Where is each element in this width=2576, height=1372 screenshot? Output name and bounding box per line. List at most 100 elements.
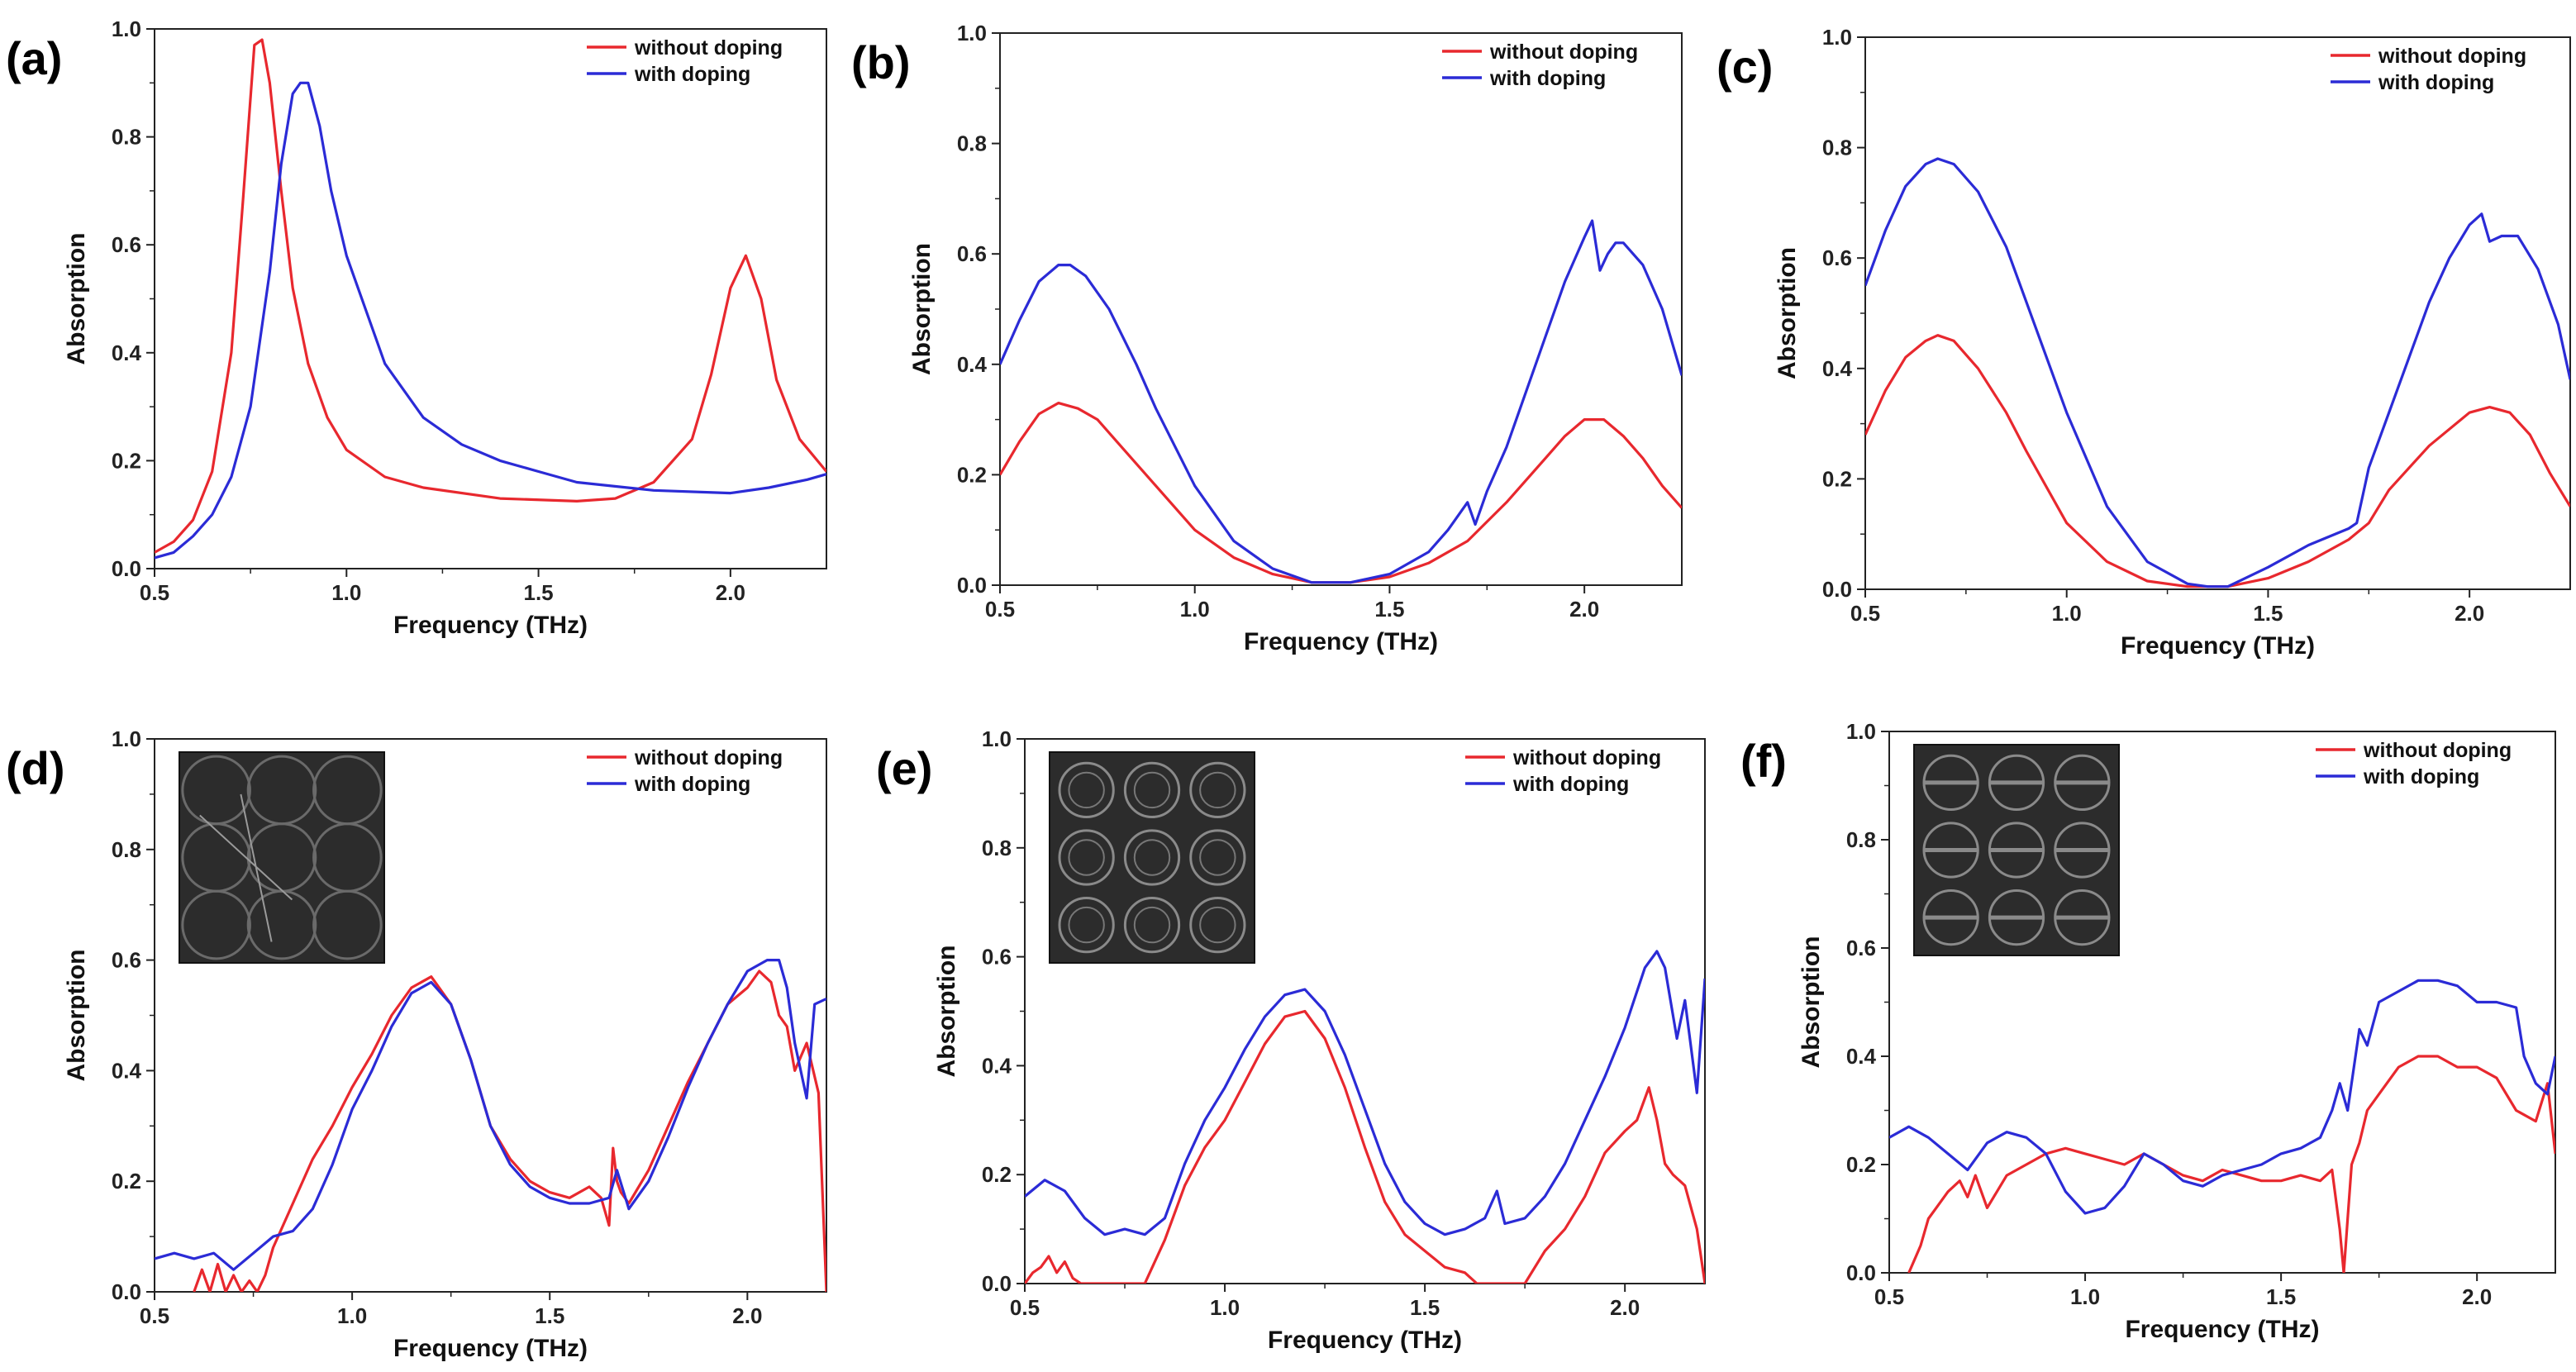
x-tick-label: 1.5: [1374, 597, 1404, 622]
x-tick-label: 1.0: [1210, 1295, 1240, 1320]
x-tick-label: 1.0: [331, 580, 361, 605]
plot-frame: [1864, 36, 2571, 590]
y-tick-label: 0.8: [982, 836, 1012, 860]
x-tick-label: 1.0: [2070, 1284, 2100, 1309]
series-line-with-doping: [1025, 950, 1705, 1236]
inset-ring: [1058, 761, 1115, 819]
y-tick-label: 0.0: [1822, 577, 1852, 602]
x-axis-label: Frequency (THz): [2121, 632, 2315, 660]
legend: without doping with doping: [2316, 739, 2512, 788]
y-tick-label: 1.0: [1822, 25, 1852, 50]
y-tick-label: 0.8: [112, 837, 141, 862]
series-line-without-doping: [1000, 402, 1682, 584]
x-tick-label: 1.5: [2266, 1284, 2296, 1309]
chart-panel-e: 0.5 1.0 1.5 2.0 0.0 0.2 0.4 0.6 0.8 1.0 Frequency …: [876, 726, 1706, 1354]
x-tick-label: 0.5: [1850, 601, 1880, 626]
y-tick-label: 0.6: [112, 948, 141, 973]
y-axis-label: Absorption: [908, 243, 936, 375]
legend-label: without doping: [2378, 45, 2526, 68]
legend-label: with doping: [634, 773, 750, 796]
plot-frame: [999, 32, 1683, 586]
y-tick-label: 0.2: [1846, 1152, 1876, 1177]
x-tick-label: 0.5: [140, 1303, 169, 1328]
y-axis-label: Absorption: [933, 946, 960, 1078]
y-tick-label: 0.0: [112, 1279, 141, 1304]
panel-label: (b): [851, 36, 911, 88]
y-tick-label: 0.0: [1846, 1260, 1876, 1285]
series-line-without-doping: [155, 38, 826, 554]
inset-ring: [1058, 829, 1115, 886]
panel-label: (f): [1740, 735, 1787, 787]
legend-label: without doping: [2363, 739, 2512, 762]
y-tick-label: 0.6: [1822, 245, 1852, 270]
inset-ring-inner: [1133, 839, 1171, 876]
y-tick-label: 1.0: [112, 726, 141, 751]
y-tick-label: 0.2: [112, 448, 141, 473]
inset-ring: [1123, 829, 1181, 886]
y-axis-label: Absorption: [63, 233, 90, 365]
y-axis-label: Absorption: [1797, 936, 1825, 1069]
legend: without doping with doping: [1442, 40, 1638, 90]
legend-label: with doping: [634, 63, 750, 86]
x-axis-label: Frequency (THz): [1244, 628, 1438, 655]
y-tick-label: 0.8: [1846, 827, 1876, 852]
x-tick-label: 1.5: [2253, 601, 2283, 626]
x-tick-label: 1.0: [1180, 597, 1210, 622]
legend-label: without doping: [634, 746, 783, 769]
x-tick-label: 0.5: [1874, 1284, 1904, 1309]
series-line-without-doping: [1025, 1009, 1705, 1284]
y-tick-label: 0.2: [957, 462, 987, 487]
series-line-with-doping: [1000, 219, 1682, 584]
y-tick-label: 0.0: [112, 556, 141, 581]
inset-ring: [1189, 829, 1246, 886]
y-tick-label: 0.4: [982, 1053, 1012, 1078]
x-tick-label: 1.5: [1410, 1295, 1440, 1320]
legend-label: with doping: [1489, 67, 1606, 90]
x-tick-label: 1.5: [535, 1303, 564, 1328]
inset-ring: [1058, 896, 1115, 954]
y-tick-label: 0.2: [1822, 466, 1852, 491]
chart-panel-a: 0.5 1.0 1.5 2.0 0.0 0.2 0.4 0.6 0.8 1.0 Frequency …: [6, 17, 827, 639]
inset-ring: [1123, 761, 1181, 819]
inset-ring: [1189, 761, 1246, 819]
inset-ring: [1189, 896, 1246, 954]
inset-ring-inner: [1199, 906, 1236, 944]
panel-label: (c): [1717, 40, 1773, 93]
y-axis-label: Absorption: [63, 950, 90, 1082]
legend: without doping with doping: [1465, 746, 1661, 796]
panel-label: (a): [6, 32, 62, 84]
y-tick-label: 0.6: [957, 241, 987, 266]
y-tick-label: 0.0: [982, 1271, 1012, 1296]
x-tick-label: 2.0: [2462, 1284, 2492, 1309]
chart-panel-b: 0.5 1.0 1.5 2.0 0.0 0.2 0.4 0.6 0.8 1.0 Frequency …: [851, 21, 1683, 655]
inset-ring: [312, 889, 383, 960]
x-tick-label: 1.0: [337, 1303, 367, 1328]
plot-frame: [154, 28, 827, 569]
y-tick-label: 0.2: [112, 1169, 141, 1193]
y-tick-label: 0.4: [112, 1058, 142, 1083]
y-tick-label: 0.6: [112, 232, 141, 257]
series-line-without-doping: [193, 969, 826, 1292]
legend-label: with doping: [1512, 773, 1629, 796]
inset-ring-inner: [1133, 771, 1171, 809]
y-tick-label: 0.4: [1846, 1044, 1877, 1069]
inset-ring-inner: [1068, 839, 1105, 876]
inset-ring-inner: [1068, 906, 1105, 944]
x-tick-label: 2.0: [2455, 601, 2484, 626]
legend-label: without doping: [1489, 40, 1638, 64]
series-line-with-doping: [155, 959, 826, 1271]
x-axis-label: Frequency (THz): [2125, 1316, 2319, 1343]
y-tick-label: 1.0: [112, 17, 141, 41]
inset-micrograph: [179, 751, 385, 964]
inset-micrograph: [1049, 751, 1255, 964]
inset-background: [1049, 751, 1255, 964]
legend: without doping with doping: [587, 36, 783, 86]
legend-label: with doping: [2363, 765, 2479, 788]
chart-panel-d: 0.5 1.0 1.5 2.0 0.0 0.2 0.4 0.6 0.8 1.0 Frequency …: [6, 726, 827, 1362]
x-tick-label: 1.0: [2052, 601, 2082, 626]
y-axis-label: Absorption: [1774, 247, 1801, 379]
legend: without doping with doping: [2331, 45, 2526, 94]
inset-ring-inner: [1068, 771, 1105, 809]
x-tick-label: 0.5: [1010, 1295, 1040, 1320]
